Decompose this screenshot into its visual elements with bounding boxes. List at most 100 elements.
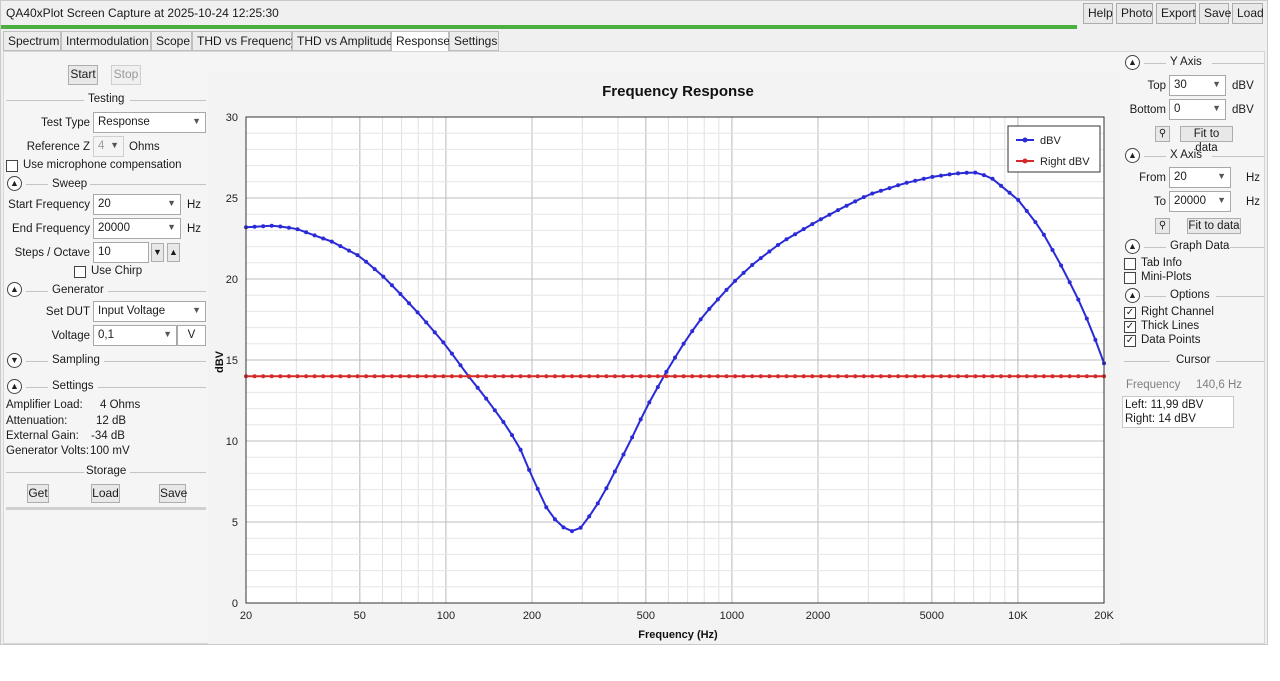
stop-button[interactable]: Stop bbox=[111, 65, 141, 85]
start-frequency-unit: Hz bbox=[187, 199, 202, 211]
save-button[interactable]: Save bbox=[1199, 3, 1231, 24]
data-point bbox=[878, 188, 883, 193]
help-button[interactable]: Help bbox=[1083, 3, 1113, 24]
data-point bbox=[1067, 280, 1072, 285]
data-point bbox=[467, 374, 472, 379]
tab-thd-vs-amplitude[interactable]: THD vs Amplitude bbox=[292, 31, 393, 51]
start-button[interactable]: Start bbox=[68, 65, 98, 85]
voltage-unit-select[interactable]: V bbox=[177, 325, 206, 346]
collapse-sweep-icon[interactable]: ▲ bbox=[7, 176, 22, 191]
collapse-graph-data-icon[interactable]: ▲ bbox=[1125, 239, 1140, 254]
pin-icon[interactable]: ⚲ bbox=[1155, 218, 1170, 234]
data-point bbox=[647, 400, 652, 405]
load-button[interactable]: Load bbox=[1232, 3, 1264, 24]
data-point bbox=[836, 374, 840, 379]
collapse-generator-icon[interactable]: ▲ bbox=[7, 282, 22, 297]
divider bbox=[26, 361, 48, 362]
x-to-unit: Hz bbox=[1246, 196, 1261, 208]
pin-icon[interactable]: ⚲ bbox=[1155, 126, 1170, 142]
data-point bbox=[269, 223, 274, 228]
data-point bbox=[956, 171, 961, 176]
options-header: Options bbox=[1170, 289, 1210, 301]
storage-save-button[interactable]: Save bbox=[159, 484, 187, 503]
tab-info-checkbox[interactable] bbox=[1124, 258, 1136, 270]
data-point bbox=[295, 374, 300, 379]
thick-lines-checkbox[interactable]: ✓ bbox=[1124, 321, 1136, 333]
data-point bbox=[870, 191, 875, 196]
test-type-select[interactable]: Response ▼ bbox=[93, 112, 206, 133]
divider bbox=[1144, 296, 1166, 297]
data-point bbox=[853, 374, 858, 379]
end-frequency-input[interactable]: 20000 ▼ bbox=[93, 218, 181, 239]
mic-compensation-checkbox[interactable] bbox=[6, 160, 18, 172]
divider bbox=[26, 387, 48, 388]
divider bbox=[26, 291, 48, 292]
x-to-value: 20000 bbox=[1174, 195, 1206, 207]
y-axis-label: dBV bbox=[214, 350, 226, 373]
start-frequency-input[interactable]: 20 ▼ bbox=[93, 194, 181, 215]
right-channel-checkbox[interactable]: ✓ bbox=[1124, 307, 1136, 319]
data-point bbox=[947, 172, 952, 177]
tab-intermodulation[interactable]: Intermodulation bbox=[61, 31, 151, 51]
x-from-input[interactable]: 20 ▼ bbox=[1169, 167, 1231, 188]
tab-spectrum[interactable]: Spectrum bbox=[3, 31, 61, 51]
data-point bbox=[269, 374, 274, 379]
collapse-x-axis-icon[interactable]: ▲ bbox=[1125, 148, 1140, 163]
data-point bbox=[449, 351, 454, 356]
collapse-settings-icon[interactable]: ▲ bbox=[7, 379, 22, 394]
y-top-input[interactable]: 30 ▼ bbox=[1169, 75, 1226, 96]
data-point bbox=[999, 183, 1003, 188]
app-window: QA40xPlot Screen Capture at 2025-10-24 1… bbox=[0, 0, 1268, 645]
data-point bbox=[956, 374, 961, 379]
y-fit-to-data-button[interactable]: Fit to data bbox=[1180, 126, 1233, 154]
expand-sampling-icon[interactable]: ▼ bbox=[7, 353, 22, 368]
reference-z-select[interactable]: 4 ▼ bbox=[93, 136, 124, 157]
export-button[interactable]: Export bbox=[1156, 3, 1196, 24]
mini-plots-checkbox[interactable] bbox=[1124, 272, 1136, 284]
x-tick-label: 200 bbox=[523, 610, 541, 622]
data-point bbox=[981, 374, 986, 379]
data-point bbox=[381, 374, 386, 379]
attenuation-value: 12 dB bbox=[96, 415, 127, 427]
y-bottom-input[interactable]: 0 ▼ bbox=[1169, 99, 1226, 120]
data-point bbox=[870, 374, 875, 379]
data-point bbox=[896, 374, 901, 379]
tab-scope[interactable]: Scope bbox=[151, 31, 192, 51]
voltage-value: 0,1 bbox=[98, 329, 114, 341]
divider bbox=[1212, 156, 1264, 157]
storage-load-button[interactable]: Load bbox=[91, 484, 120, 503]
data-point bbox=[767, 249, 772, 254]
x-fit-to-data-button[interactable]: Fit to data bbox=[1187, 218, 1241, 234]
set-dut-select[interactable]: Input Voltage ▼ bbox=[93, 301, 206, 322]
data-point bbox=[707, 306, 712, 311]
step-up-icon[interactable]: ▲ bbox=[167, 243, 180, 262]
photo-button[interactable]: Photo bbox=[1116, 3, 1153, 24]
voltage-label: Voltage bbox=[51, 330, 90, 342]
data-points-checkbox[interactable]: ✓ bbox=[1124, 335, 1136, 347]
use-chirp-checkbox[interactable] bbox=[74, 266, 86, 278]
y-top-label: Top bbox=[1147, 80, 1166, 92]
data-point bbox=[1067, 374, 1072, 379]
data-point bbox=[355, 253, 360, 258]
voltage-input[interactable]: 0,1 ▼ bbox=[93, 325, 177, 346]
tab-thd-vs-frequency[interactable]: THD vs Frequency bbox=[192, 31, 297, 51]
collapse-y-axis-icon[interactable]: ▲ bbox=[1125, 55, 1140, 70]
data-point bbox=[1016, 198, 1021, 202]
data-point bbox=[939, 374, 943, 379]
response-chart[interactable]: Frequency Response Frequency (Hz) dBV 20… bbox=[208, 72, 1120, 644]
data-point bbox=[595, 374, 600, 379]
get-button[interactable]: Get bbox=[27, 484, 49, 503]
step-down-icon[interactable]: ▼ bbox=[151, 243, 164, 262]
y-top-unit: dBV bbox=[1232, 80, 1254, 92]
data-point bbox=[638, 374, 643, 379]
x-to-input[interactable]: 20000 ▼ bbox=[1169, 191, 1231, 212]
tab-response[interactable]: Response bbox=[391, 31, 450, 52]
steps-per-octave-input[interactable]: 10 bbox=[93, 242, 149, 263]
reference-z-unit: Ohms bbox=[129, 141, 160, 153]
data-point bbox=[1093, 374, 1098, 379]
data-point bbox=[578, 525, 583, 530]
collapse-options-icon[interactable]: ▲ bbox=[1125, 288, 1140, 303]
tab-settings[interactable]: Settings bbox=[449, 31, 499, 51]
data-point bbox=[758, 256, 763, 261]
data-point bbox=[475, 385, 480, 390]
